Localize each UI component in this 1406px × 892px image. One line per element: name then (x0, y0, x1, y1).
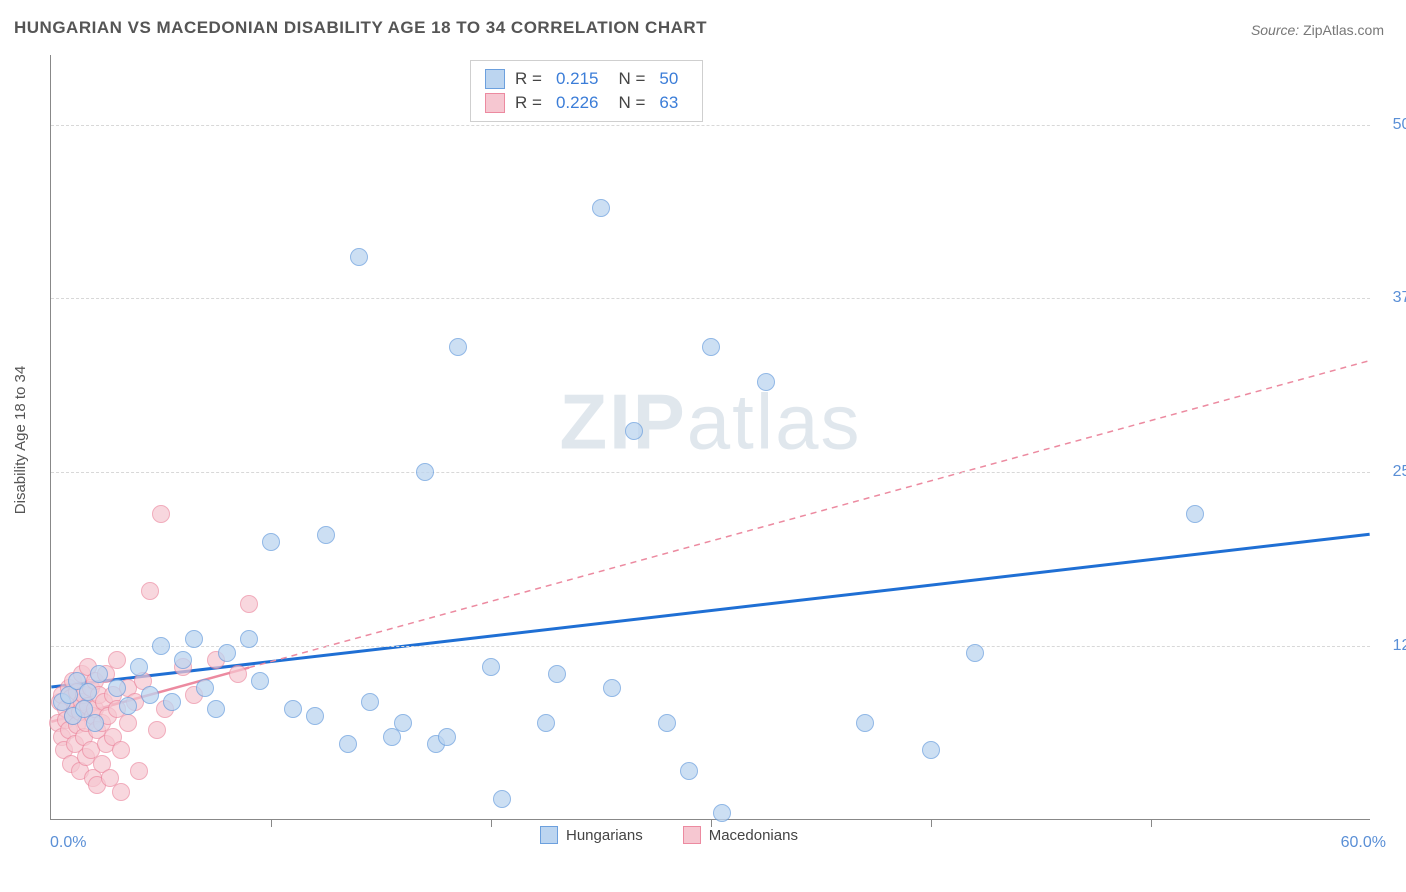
scatter-plot-area: ZIPatlas 12.5%25.0%37.5%50.0% (50, 55, 1370, 820)
data-point (966, 644, 984, 662)
data-point (207, 700, 225, 718)
data-point (1186, 505, 1204, 523)
data-point (79, 683, 97, 701)
legend-n-label: N = (618, 93, 645, 113)
data-point (713, 804, 731, 822)
data-point (625, 422, 643, 440)
legend-series-label: Hungarians (566, 827, 643, 844)
data-point (548, 665, 566, 683)
data-point (141, 686, 159, 704)
legend-stats-box: R = 0.215 N = 50 R = 0.226 N = 63 (470, 60, 703, 122)
data-point (317, 526, 335, 544)
x-tick (271, 819, 272, 827)
data-point (438, 728, 456, 746)
data-point (185, 630, 203, 648)
x-tick (491, 819, 492, 827)
legend-series-label: Macedonians (709, 827, 798, 844)
legend-n-value: 50 (659, 69, 678, 89)
data-point (163, 693, 181, 711)
data-point (130, 658, 148, 676)
watermark-rest: atlas (687, 377, 862, 465)
data-point (108, 679, 126, 697)
data-point (603, 679, 621, 697)
chart-title: HUNGARIAN VS MACEDONIAN DISABILITY AGE 1… (14, 18, 707, 38)
legend-series: Hungarians Macedonians (540, 826, 798, 844)
data-point (141, 582, 159, 600)
data-point (112, 783, 130, 801)
data-point (90, 665, 108, 683)
data-point (856, 714, 874, 732)
data-point (306, 707, 324, 725)
data-point (251, 672, 269, 690)
data-point (174, 651, 192, 669)
legend-r-value: 0.215 (556, 69, 599, 89)
legend-swatch (485, 69, 505, 89)
data-point (108, 651, 126, 669)
data-point (361, 693, 379, 711)
y-axis-label: Disability Age 18 to 34 (12, 366, 29, 514)
data-point (702, 338, 720, 356)
y-tick-label: 25.0% (1393, 463, 1406, 481)
watermark: ZIPatlas (559, 376, 861, 467)
data-point (152, 505, 170, 523)
legend-stats-row: R = 0.215 N = 50 (485, 67, 688, 91)
grid-line (51, 298, 1370, 299)
watermark-bold: ZIP (559, 377, 686, 465)
grid-line (51, 472, 1370, 473)
source-value: ZipAtlas.com (1303, 22, 1384, 38)
x-tick (1151, 819, 1152, 827)
data-point (218, 644, 236, 662)
data-point (240, 595, 258, 613)
legend-stats-row: R = 0.226 N = 63 (485, 91, 688, 115)
data-point (148, 721, 166, 739)
trend-lines-svg (51, 55, 1370, 819)
grid-line (51, 125, 1370, 126)
data-point (394, 714, 412, 732)
x-tick (931, 819, 932, 827)
x-axis-min-label: 0.0% (50, 834, 86, 852)
legend-n-label: N = (618, 69, 645, 89)
data-point (339, 735, 357, 753)
legend-r-label: R = (515, 93, 542, 113)
data-point (680, 762, 698, 780)
y-tick-label: 37.5% (1393, 289, 1406, 307)
data-point (152, 637, 170, 655)
data-point (284, 700, 302, 718)
data-point (240, 630, 258, 648)
legend-series-item: Macedonians (683, 826, 798, 844)
data-point (493, 790, 511, 808)
y-tick-label: 12.5% (1393, 637, 1406, 655)
legend-r-label: R = (515, 69, 542, 89)
data-point (482, 658, 500, 676)
source-label: Source: (1251, 22, 1299, 38)
data-point (112, 741, 130, 759)
data-point (922, 741, 940, 759)
data-point (130, 762, 148, 780)
data-point (229, 665, 247, 683)
data-point (119, 714, 137, 732)
data-point (537, 714, 555, 732)
data-point (449, 338, 467, 356)
data-point (757, 373, 775, 391)
legend-swatch (540, 826, 558, 844)
legend-swatch (683, 826, 701, 844)
data-point (86, 714, 104, 732)
data-point (658, 714, 676, 732)
legend-swatch (485, 93, 505, 113)
legend-n-value: 63 (659, 93, 678, 113)
data-point (592, 199, 610, 217)
data-point (350, 248, 368, 266)
data-point (119, 697, 137, 715)
data-point (416, 463, 434, 481)
data-point (262, 533, 280, 551)
y-tick-label: 50.0% (1393, 116, 1406, 134)
x-axis-max-label: 60.0% (1341, 834, 1386, 852)
legend-r-value: 0.226 (556, 93, 599, 113)
legend-series-item: Hungarians (540, 826, 643, 844)
source-attribution: Source: ZipAtlas.com (1251, 22, 1384, 38)
data-point (196, 679, 214, 697)
